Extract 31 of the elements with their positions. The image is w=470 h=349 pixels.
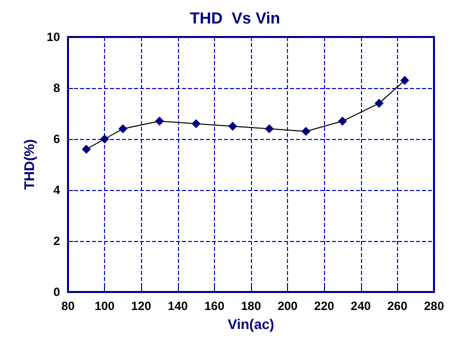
point — [400, 76, 410, 85]
y-tick-label: 2 — [53, 234, 60, 248]
x-tick-label: 240 — [350, 299, 372, 313]
x-tick-label: 140 — [168, 299, 188, 313]
x-tick-label: 220 — [314, 299, 335, 313]
y-tick-label: 6 — [53, 132, 60, 146]
y-tick-label: 10 — [46, 30, 60, 44]
x-tick-label: 80 — [61, 299, 75, 313]
point — [82, 144, 91, 154]
point — [118, 124, 128, 134]
y-tick-label: 8 — [53, 81, 60, 95]
x-axis-title: Vin(ac) — [228, 316, 274, 332]
y-tick-label: 4 — [53, 183, 60, 197]
point — [192, 119, 201, 128]
point — [374, 98, 384, 108]
point — [338, 116, 347, 126]
y-axis-title: THD(%) — [20, 139, 37, 190]
point — [264, 124, 274, 134]
x-tick-label: 100 — [94, 299, 115, 313]
x-tick-label: 120 — [131, 299, 152, 313]
point — [100, 134, 110, 144]
chart-title: THD Vs Vin — [190, 10, 280, 28]
point — [301, 126, 310, 136]
point — [155, 116, 164, 126]
x-tick-label: 280 — [424, 299, 444, 313]
point — [228, 122, 238, 131]
x-tick-label: 200 — [278, 299, 298, 313]
y-tick-label: 0 — [53, 285, 60, 299]
x-tick-label: 260 — [387, 299, 408, 313]
x-tick-label: 160 — [204, 299, 225, 313]
x-tick-label: 180 — [240, 299, 262, 313]
